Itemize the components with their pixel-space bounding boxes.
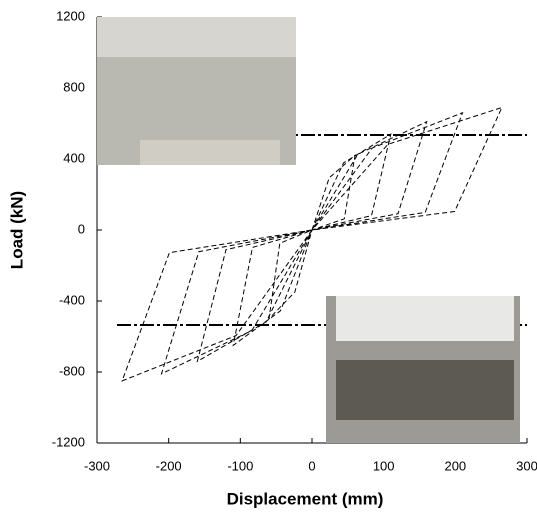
x-tick-label: 200 (444, 458, 466, 473)
photo-bottom-detail (336, 296, 514, 341)
photo-bottom-detail (336, 360, 514, 420)
x-axis-title: Displacement (mm) (227, 489, 384, 508)
y-tick-label: -1200 (52, 434, 85, 449)
y-tick-label: -800 (59, 363, 85, 378)
x-tick-label: -200 (156, 458, 182, 473)
y-tick-label: 1200 (56, 8, 85, 23)
hysteresis-curve (121, 106, 503, 382)
photo-top-detail (140, 140, 280, 165)
y-tick-label: 400 (63, 150, 85, 165)
x-tick-label: 100 (373, 458, 395, 473)
x-tick-label: -100 (227, 458, 253, 473)
photo-top-detail (97, 17, 296, 57)
y-tick-label: 0 (78, 221, 85, 236)
x-tick-label: 300 (516, 458, 537, 473)
x-tick-label: -300 (84, 458, 110, 473)
y-axis-title: Load (kN) (7, 191, 26, 269)
x-tick-label: 0 (308, 458, 315, 473)
y-tick-label: 800 (63, 79, 85, 94)
y-tick-label: -400 (59, 292, 85, 307)
